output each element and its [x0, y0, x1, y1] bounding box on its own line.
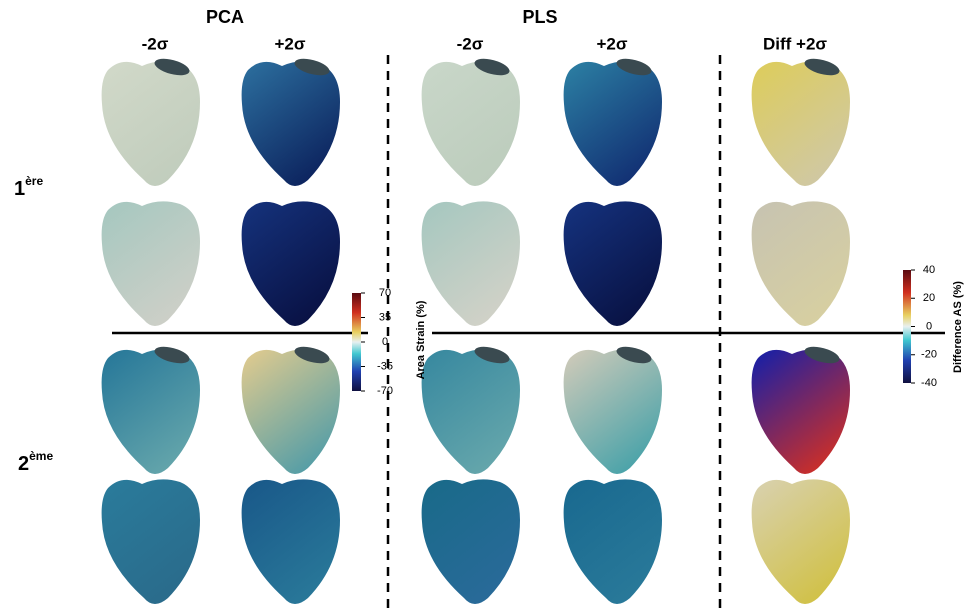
colorbar-tick-label: 0 — [926, 320, 932, 332]
colorbar — [352, 293, 361, 391]
colorbar — [903, 270, 911, 383]
heart — [241, 61, 340, 186]
heart — [241, 479, 340, 604]
row-label: 1ère — [14, 174, 43, 200]
column-label: -2σ — [457, 34, 484, 53]
valve — [294, 346, 330, 364]
header: PCA — [206, 7, 244, 27]
heart-render — [421, 201, 520, 326]
heart — [101, 201, 200, 326]
heart-render — [101, 201, 200, 326]
heart — [751, 479, 850, 604]
colorbar-tick-label: 0 — [382, 336, 388, 348]
heart — [751, 201, 850, 326]
heart-render — [563, 479, 662, 604]
heart-render — [563, 58, 662, 186]
column-label: -2σ — [142, 34, 169, 53]
heart — [563, 201, 662, 326]
valve — [154, 58, 190, 76]
heart — [421, 61, 520, 186]
heart-render — [751, 346, 850, 474]
heart-render — [421, 479, 520, 604]
row-number: 1 — [14, 178, 25, 200]
heart-render — [241, 58, 340, 186]
column-label: +2σ — [274, 34, 305, 53]
colorbar-tick-label: 20 — [923, 292, 935, 304]
colorbar-tick-label: -20 — [921, 349, 937, 361]
valve — [154, 346, 190, 364]
row-label: 2ème — [18, 449, 53, 475]
row-number: 2 — [18, 453, 29, 475]
heart — [421, 201, 520, 326]
heart — [101, 479, 200, 604]
header: PLS — [522, 7, 557, 27]
heart-render — [563, 346, 662, 474]
valve — [804, 58, 840, 76]
heart-render — [241, 479, 340, 604]
heart-render — [751, 58, 850, 186]
heart-render — [241, 201, 340, 326]
valve — [804, 346, 840, 364]
colorbar-label: Difference AS (%) — [952, 281, 964, 373]
heart — [563, 61, 662, 186]
valve — [616, 346, 652, 364]
heart-render — [101, 58, 200, 186]
heart — [421, 479, 520, 604]
valve — [294, 58, 330, 76]
heart — [421, 349, 520, 474]
heart-render — [241, 346, 340, 474]
heart — [563, 349, 662, 474]
heart — [241, 201, 340, 326]
heart — [751, 61, 850, 186]
heart — [751, 349, 850, 474]
colorbar-tick-label: 40 — [923, 264, 935, 276]
colorbar-tick-label: 70 — [379, 287, 391, 299]
heart — [241, 349, 340, 474]
colorbar-tick-label: -40 — [921, 377, 937, 389]
heart — [101, 349, 200, 474]
heart-render — [751, 201, 850, 326]
colorbar-tick-label: -35 — [377, 360, 393, 372]
heart-render — [101, 346, 200, 474]
valve — [474, 58, 510, 76]
heart-render — [563, 201, 662, 326]
colorbar-tick-label: 35 — [379, 311, 391, 323]
heart-render — [751, 479, 850, 604]
row-sup: ème — [29, 449, 53, 463]
row-sup: ère — [25, 174, 43, 188]
column-label: +2σ — [596, 34, 627, 53]
heart-render — [101, 479, 200, 604]
valve — [616, 58, 652, 76]
heart — [101, 61, 200, 186]
valve — [474, 346, 510, 364]
heart-render — [421, 58, 520, 186]
heart-render — [421, 346, 520, 474]
column-label: Diff +2σ — [763, 34, 827, 53]
colorbar-tick-label: -70 — [377, 385, 393, 397]
colorbar-label: Area Strain (%) — [415, 300, 427, 379]
heart — [563, 479, 662, 604]
